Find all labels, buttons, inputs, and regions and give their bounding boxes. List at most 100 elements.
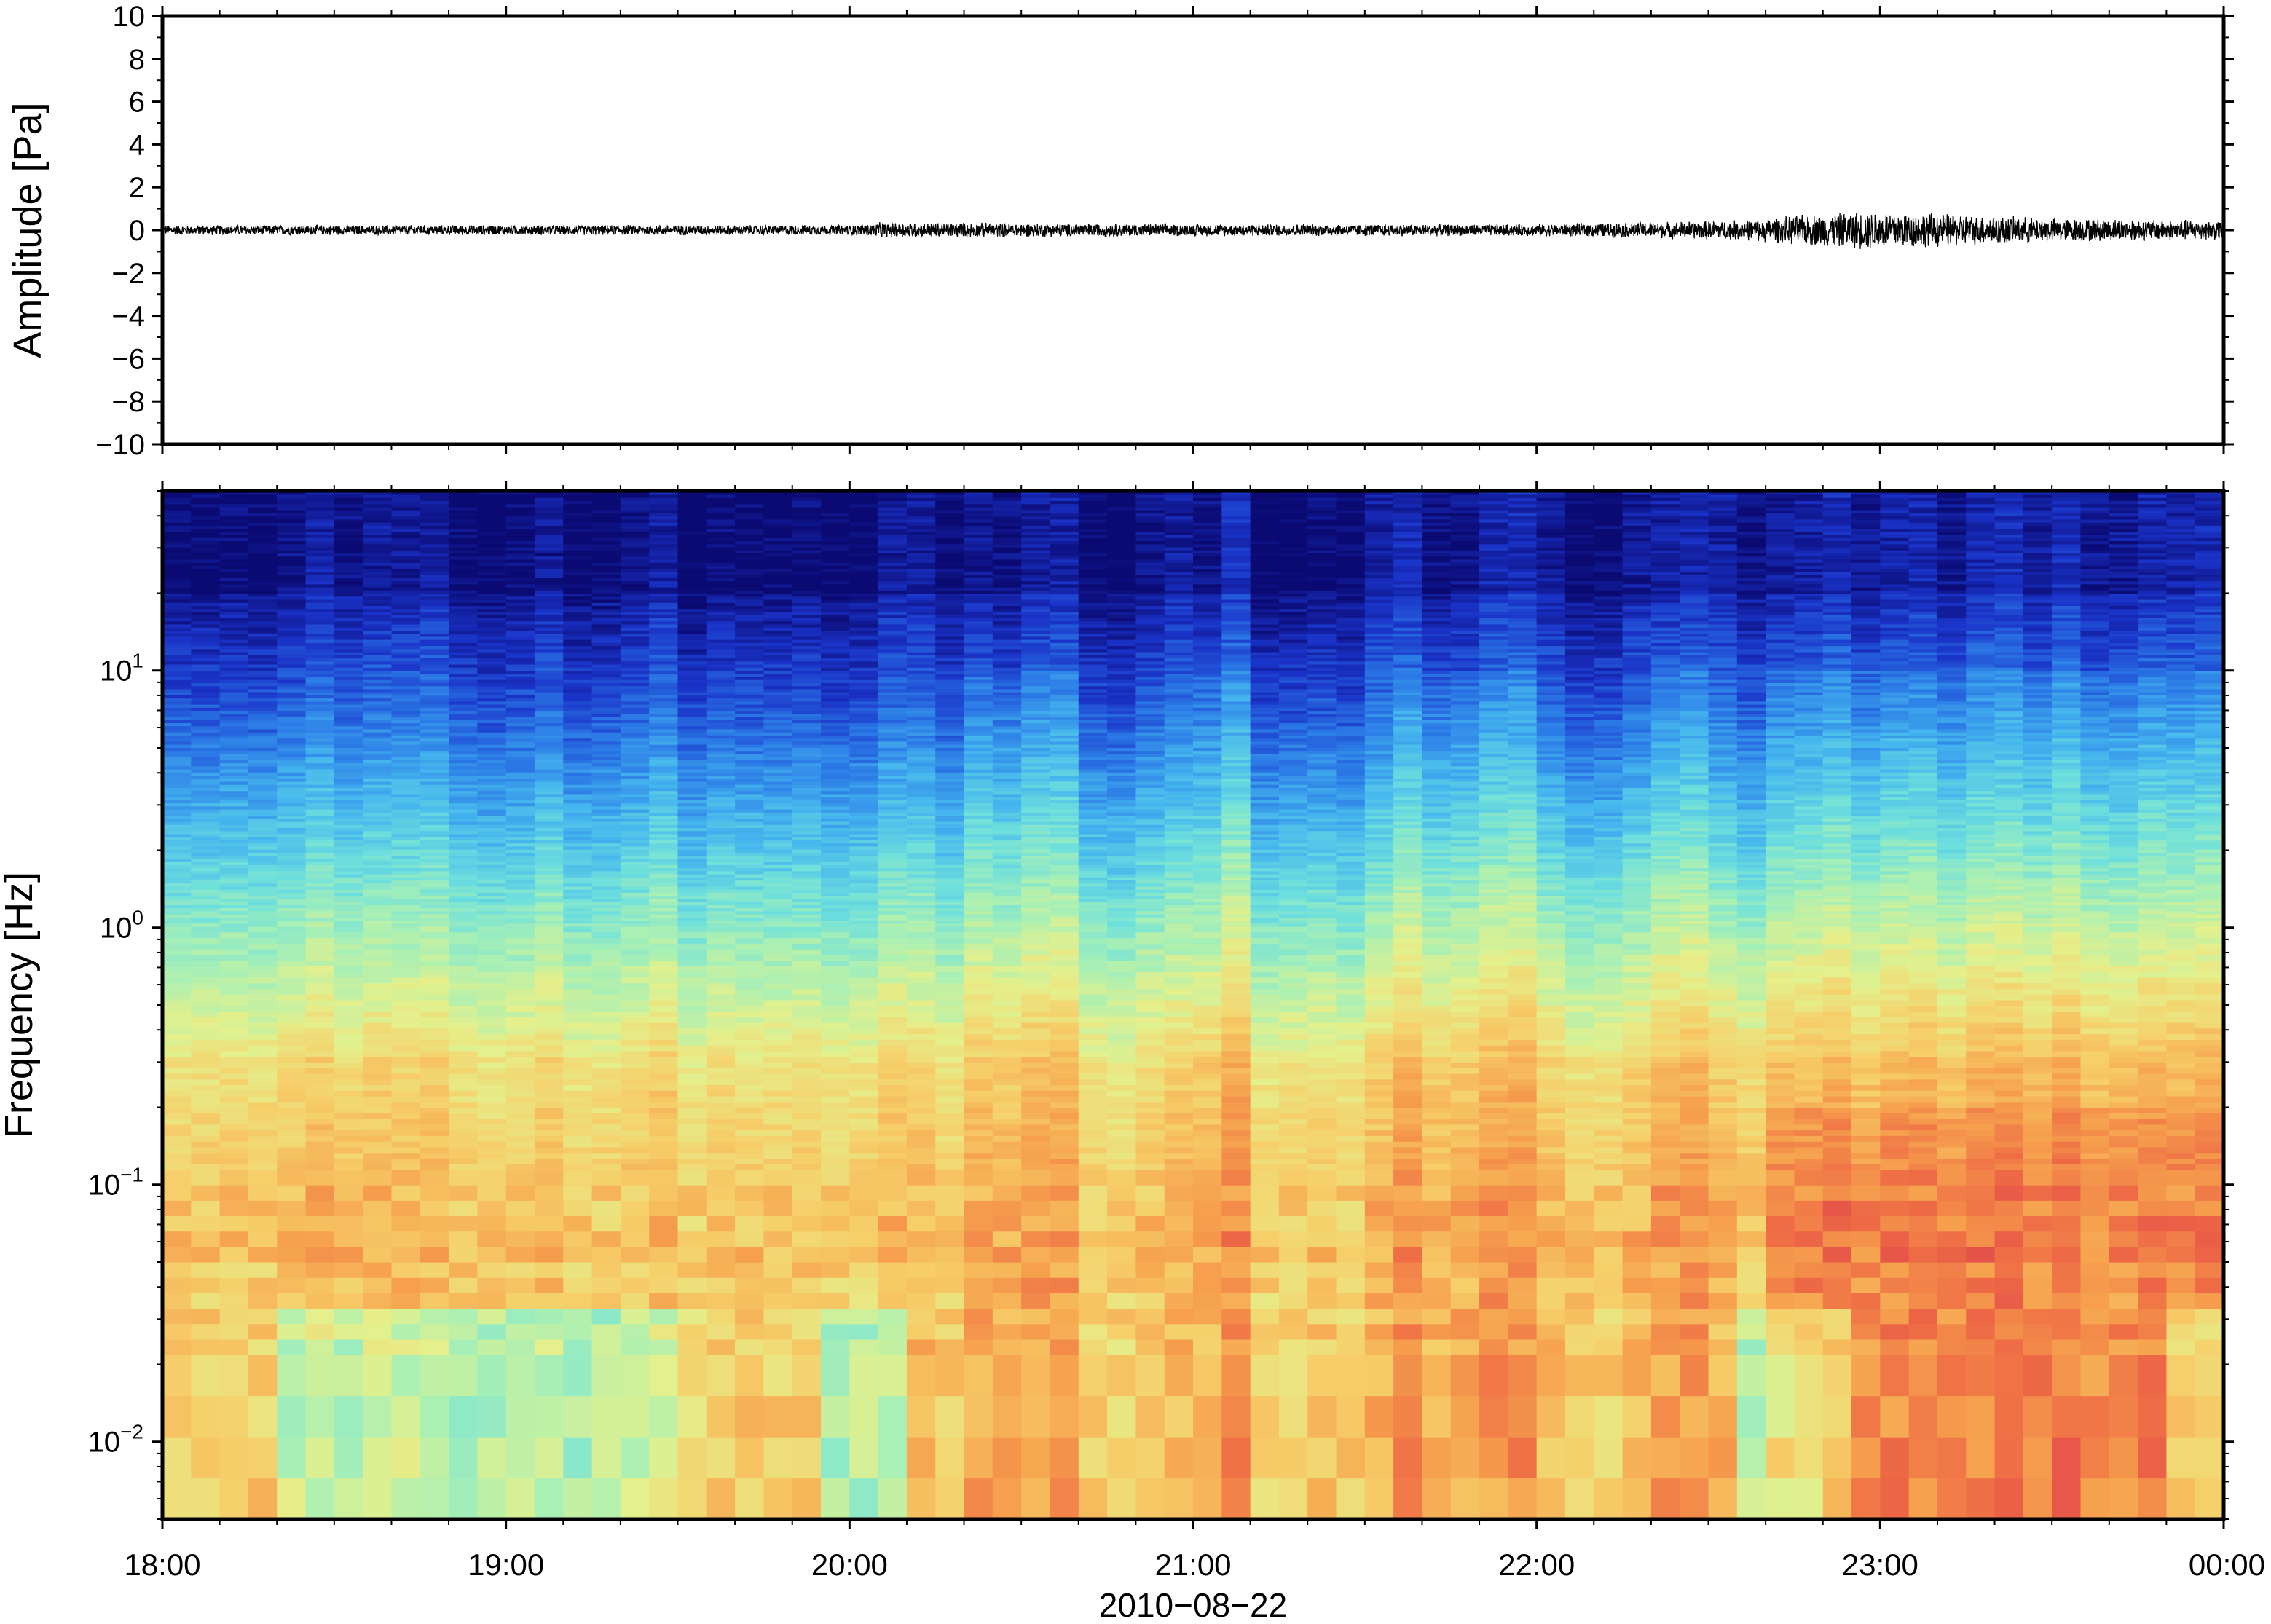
spectrogram-cell [391,608,421,612]
spectrogram-cell [620,768,650,773]
spectrogram-cell [248,651,278,655]
spectrogram-cell [677,999,707,1006]
spectrogram-cell [449,525,478,529]
spectrogram-cell [305,510,335,513]
spectrogram-cell [821,599,850,603]
spectrogram-cell [219,528,249,532]
spectrogram-cell [706,713,736,717]
spectrogram-cell [191,747,221,752]
spectrogram-cell [449,812,478,816]
spectrogram-cell [391,757,421,760]
spectrogram-cell [763,1135,793,1142]
spectrogram-cell [620,658,650,662]
spectrogram-cell [477,1355,507,1397]
spectrogram-cell [277,790,307,795]
spectrogram-cell [391,1152,421,1159]
spectrogram-cell [763,543,793,548]
spectrogram-cell [305,732,335,736]
spectrogram-cell [248,685,278,690]
spectrogram-cell [649,760,679,764]
waveform-y-tick-label: 2 [129,172,145,204]
spectrogram-cell [649,550,679,554]
spectrogram-cell [305,870,335,875]
spectrogram-cell [305,971,335,978]
spectrogram-cell [563,519,593,523]
spectrogram-cell [162,651,192,655]
spectrogram-cell [763,870,793,875]
spectrogram-cell [305,535,335,538]
spectrogram-cell [162,1323,192,1340]
spectrogram-cell [591,1478,621,1520]
spectrogram-cell [391,722,421,727]
spectrogram-cell [620,599,650,603]
spectrogram-cell [191,728,221,733]
spectrogram-cell [534,1200,564,1217]
spectrogram-cell [191,949,221,955]
spectrogram-cell [219,679,249,683]
spectrogram-cell [505,1293,535,1309]
spectrogram-cell [763,904,793,909]
spectrogram-cell [305,556,335,560]
spectrogram-cell [363,578,393,582]
spectrogram-cell [420,833,449,837]
spectrogram-cell [277,698,307,702]
spectrogram-cell [248,676,278,680]
spectrogram-cell [792,676,822,680]
spectrogram-cell [477,703,507,708]
spectrogram-cell [391,535,421,538]
spectrogram-cell [277,753,307,757]
spectrogram-cell [677,513,707,517]
spectrogram-cell [449,760,478,764]
spectrogram-cell [248,722,278,727]
spectrogram-cell [821,867,850,872]
spectrogram-cell [792,701,822,705]
spectrogram-cell [391,633,421,637]
spectrogram-cell [505,904,535,909]
spectrogram-cell [305,503,335,508]
spectrogram-cell [449,904,478,909]
spectrogram-cell [162,793,192,797]
spectrogram-cell [563,982,593,990]
spectrogram-cell [477,673,507,677]
spectrogram-cell [706,1107,736,1113]
spectrogram-cell [391,516,421,520]
spectrogram-cell [477,886,507,890]
spectrogram-cell [420,1073,449,1080]
spectrogram-cell [363,821,393,825]
spectrogram-cell [677,707,707,712]
spectrogram-cell [591,790,621,795]
spectrogram-cell [763,528,793,532]
spectrogram-cell [363,805,393,810]
spectrogram-cell [649,562,679,566]
spectrogram-cell [219,910,249,915]
spectrogram-cell [477,855,507,859]
spectrogram-cell [620,778,650,782]
spectrogram-cell [277,858,307,862]
spectrogram-cell [505,720,535,724]
spectrogram-cell [191,862,221,865]
spectrogram-cell [219,590,249,594]
spectrogram-cell [620,1355,650,1397]
spectrogram-cell [677,636,707,640]
spectrogram-cell [591,620,621,625]
spectrogram-cell [391,639,421,643]
spectrogram-cell [563,937,593,944]
spectrogram-cell [277,1308,307,1325]
spectrogram-cell [563,645,593,650]
spectrogram-cell [334,528,363,532]
spectrogram-cell [420,1062,449,1068]
waveform-y-tick-label: −2 [111,258,145,290]
spectrogram-cell [706,540,736,545]
spectrogram-cell [563,565,593,569]
spectrogram-cell [363,775,393,779]
spectrogram-cell [620,670,650,674]
spectrogram-cell [477,870,507,875]
spectrogram-cell [391,805,421,810]
spectrogram-cell [162,593,192,597]
spectrogram-cell [763,812,793,816]
spectrogram-cell [763,1028,793,1035]
spectrogram-cell [334,858,363,862]
spectrogram-cell [821,682,850,687]
spectrogram-cell [821,849,850,853]
spectrogram-cell [477,1246,507,1263]
